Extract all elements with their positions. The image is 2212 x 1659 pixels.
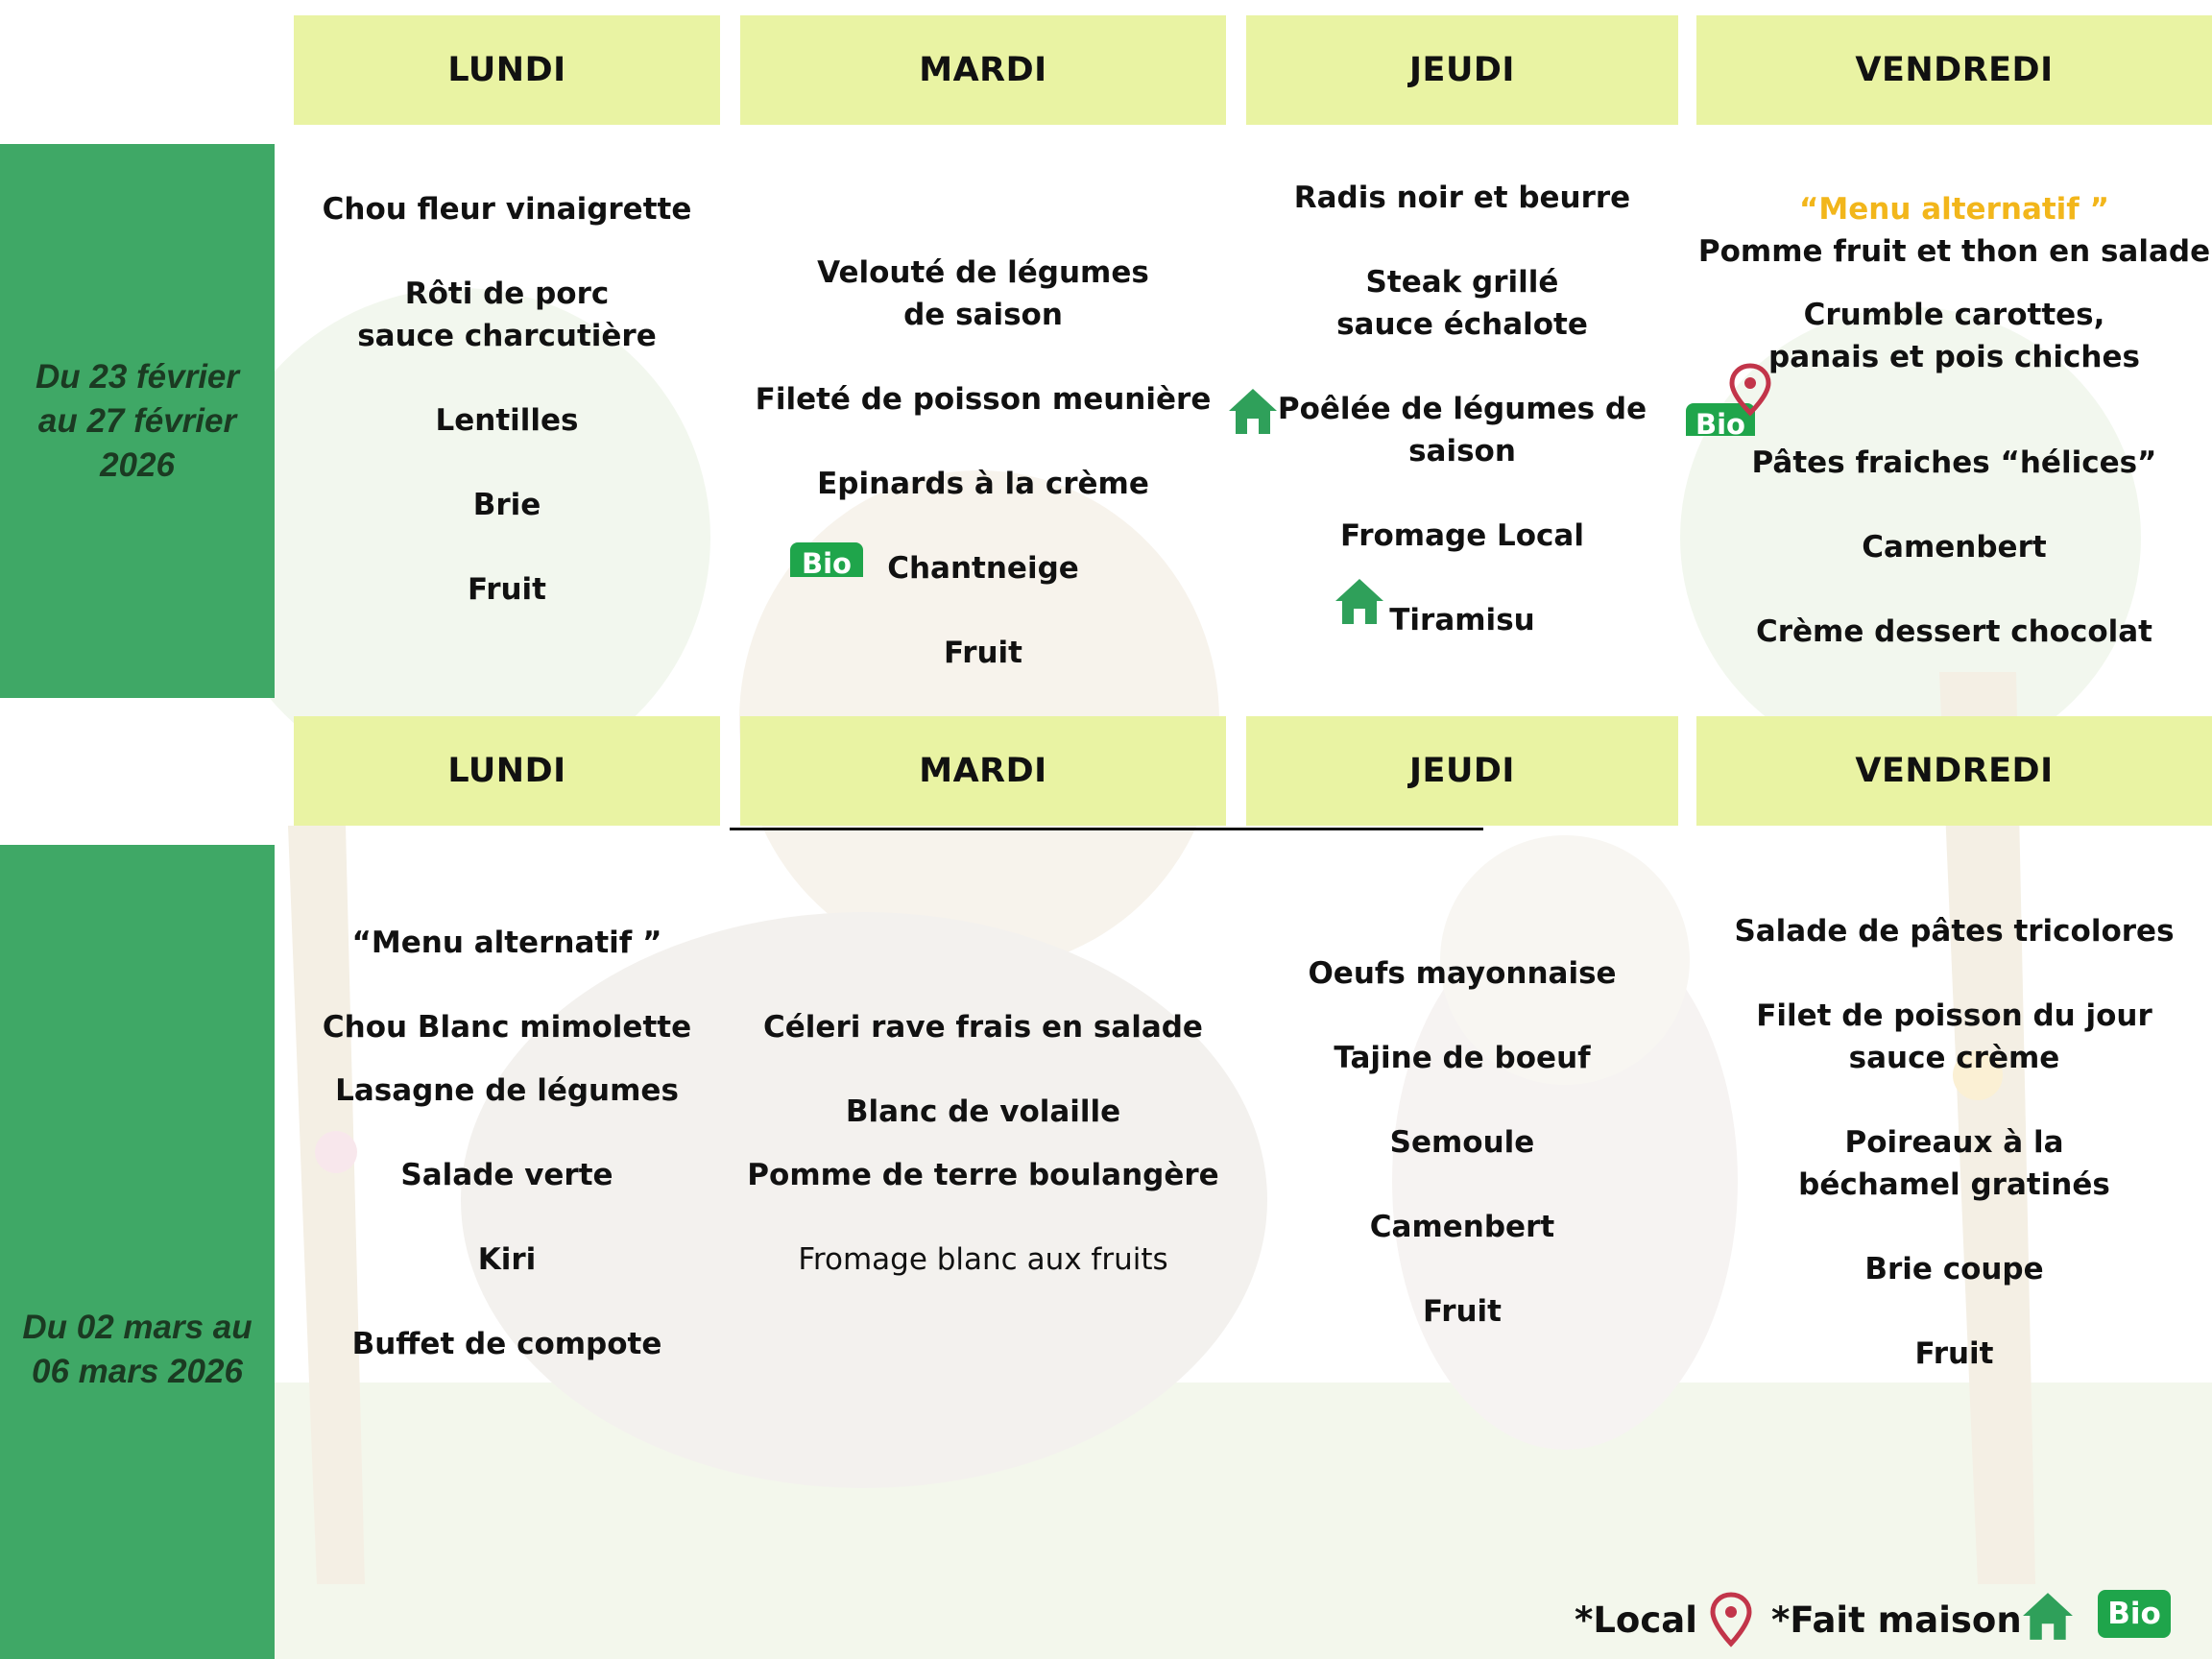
- menu-item: Tajine de boeuf: [1334, 1041, 1591, 1075]
- week1-header-thursday: JEUDI: [1246, 15, 1678, 125]
- menu-item: Kiri: [477, 1242, 537, 1277]
- menu-item: Pomme fruit et thon en salade: [1697, 234, 2211, 269]
- week2-header-friday: VENDREDI: [1696, 716, 2212, 826]
- week2-band: Du 02 mars au 06 mars 2026: [0, 845, 275, 1659]
- menu-item: Fruit: [1914, 1336, 1994, 1371]
- menu-item: Poêlée de légumes de saison: [1277, 392, 1647, 469]
- week1-friday-menu: “Menu alternatif ” Pomme fruit et thon e…: [1696, 0, 2212, 698]
- menu-item: Fileté de poisson meunière: [755, 382, 1212, 417]
- menu-item: Buffet de compote: [351, 1327, 662, 1361]
- week2-header-tuesday: MARDI: [740, 716, 1226, 826]
- home-icon: [2023, 1593, 2073, 1640]
- menu-item: Brie coupe: [1864, 1252, 2044, 1286]
- home-icon: [1335, 579, 1383, 624]
- menu-item: Salade verte: [400, 1158, 613, 1192]
- menu-item: Fruit: [1423, 1294, 1502, 1329]
- menu-item: Chou fleur vinaigrette: [322, 192, 692, 227]
- week1-label: Du 23 février au 27 février 2026: [35, 357, 240, 484]
- week2-header-thursday: JEUDI: [1246, 716, 1678, 826]
- menu-item: Lasagne de légumes: [335, 1073, 679, 1108]
- menu-item: Lentilles: [435, 403, 579, 438]
- divider-line: [730, 828, 1483, 830]
- menu-item: Oeufs mayonnaise: [1308, 956, 1617, 991]
- week1-header-monday: LUNDI: [294, 15, 720, 125]
- week1-band: Du 23 février au 27 février 2026: [0, 144, 275, 698]
- week1-header-tuesday: MARDI: [740, 15, 1226, 125]
- menu-item: Salade de pâtes tricolores: [1734, 914, 2175, 949]
- menu-item: Velouté de légumes de saison: [817, 255, 1149, 332]
- menu-item: Rôti de porc sauce charcutière: [357, 276, 657, 353]
- menu-item: Crumble carottes, panais et pois chiches: [1768, 298, 2140, 374]
- week1-monday-menu: Chou fleur vinaigrette Rôti de porc sauc…: [294, 0, 720, 698]
- week2-friday-menu: Salade de pâtes tricolores Filet de pois…: [1696, 0, 2212, 1536]
- menu-item: Camenbert: [1369, 1210, 1555, 1244]
- location-pin-icon: [1729, 363, 1771, 417]
- menu-item: Poireaux à la béchamel gratinés: [1798, 1125, 2110, 1202]
- week2-header-monday: LUNDI: [294, 716, 720, 826]
- menu-item: Crème dessert chocolat: [1755, 614, 2152, 649]
- menu-item: Pâtes fraiches “hélices”: [1751, 445, 2157, 480]
- week1-header-friday: VENDREDI: [1696, 15, 2212, 125]
- legend-fait-maison-label: *Fait maison: [1771, 1599, 2022, 1641]
- menu-item: Steak grillé sauce échalote: [1336, 265, 1588, 342]
- menu-item: Tiramisu: [1389, 603, 1535, 637]
- menu-item: Céleri rave frais en salade: [763, 1010, 1203, 1045]
- alternative-menu-label: “Menu alternatif ”: [351, 926, 662, 960]
- legend-local-label: *Local: [1575, 1599, 1697, 1641]
- legend-bio-badge: Bio: [2098, 1590, 2171, 1638]
- alternative-menu-label: “Menu alternatif ”: [1799, 192, 2109, 227]
- menu-item: Fromage Local: [1340, 518, 1584, 553]
- week2-label: Du 02 mars au 06 mars 2026: [22, 1309, 252, 1390]
- week2-thursday-menu: Oeufs mayonnaise Tajine de boeuf Semoule…: [1246, 0, 1678, 1536]
- week2-monday-menu: “Menu alternatif ” Chou Blanc mimolette …: [294, 0, 720, 1536]
- menu-item: Blanc de volaille: [845, 1094, 1121, 1129]
- week1-tuesday-menu: Velouté de légumes de saison Fileté de p…: [740, 0, 1226, 698]
- menu-item: Epinards à la crème: [817, 467, 1149, 501]
- week2-tuesday-menu: Céleri rave frais en salade Blanc de vol…: [740, 0, 1226, 1536]
- week1-thursday-menu: Radis noir et beurre Steak grillé sauce …: [1246, 0, 1678, 698]
- menu-item: Chantneige: [887, 551, 1079, 586]
- menu-item: Brie: [472, 488, 541, 522]
- menu-item: Fromage blanc aux fruits: [798, 1242, 1168, 1277]
- menu-item: Pomme de terre boulangère: [747, 1158, 1219, 1192]
- menu-item: Radis noir et beurre: [1293, 180, 1631, 215]
- bio-badge: Bio: [790, 542, 863, 577]
- menu-item: Chou Blanc mimolette: [322, 1010, 692, 1045]
- home-icon: [1229, 389, 1277, 434]
- menu-item: Fruit: [468, 572, 546, 607]
- menu-item: Fruit: [944, 636, 1022, 670]
- menu-item: Camenbert: [1862, 530, 2047, 565]
- menu-item: Filet de poisson du jour sauce crème: [1756, 998, 2152, 1075]
- location-pin-icon: [1710, 1592, 1752, 1647]
- menu-item: Semoule: [1389, 1125, 1535, 1160]
